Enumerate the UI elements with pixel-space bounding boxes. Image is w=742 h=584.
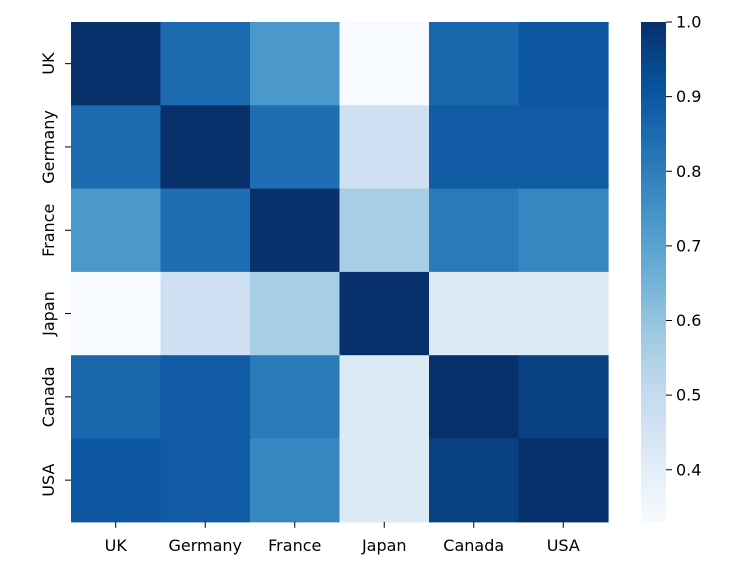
- y-tick-label: UK: [39, 52, 58, 75]
- heatmap-cell: [339, 271, 430, 356]
- heatmap-cell: [250, 188, 341, 273]
- x-tick-label: USA: [547, 536, 580, 555]
- heatmap-cell: [339, 355, 430, 440]
- heatmap-cell: [160, 438, 251, 523]
- heatmap-cell: [160, 271, 251, 356]
- heatmap-cell: [71, 188, 162, 273]
- heatmap-cell: [429, 355, 520, 440]
- heatmap-cell: [518, 188, 609, 273]
- heatmap-cell: [429, 22, 520, 106]
- colorbar-tick-label: 0.7: [676, 236, 701, 255]
- heatmap-cell: [339, 105, 430, 190]
- x-tick-label: France: [268, 536, 321, 555]
- x-tick-label: Germany: [168, 536, 242, 555]
- colorbar: [641, 22, 666, 522]
- y-axis: UK Germany France Japan Canada USA: [39, 52, 71, 497]
- heatmap-cell: [518, 355, 609, 440]
- colorbar-axis: 0.4 0.5 0.6 0.7 0.8 0.9 1.0: [666, 13, 701, 479]
- heatmap-cell: [339, 188, 430, 273]
- heatmap-cell: [250, 438, 341, 523]
- heatmap-cell: [250, 22, 341, 106]
- heatmap-cell: [518, 105, 609, 190]
- heatmap-cell: [429, 438, 520, 523]
- y-tick-label: Germany: [39, 110, 58, 184]
- heatmap-cell: [250, 271, 341, 356]
- heatmap-cell: [71, 438, 162, 523]
- colorbar-tick-label: 0.9: [676, 87, 701, 106]
- colorbar-tick-label: 0.6: [676, 311, 701, 330]
- heatmap-cell: [250, 355, 341, 440]
- heatmap-cell: [71, 355, 162, 440]
- heatmap-cell: [339, 438, 430, 523]
- x-tick-label: Canada: [443, 536, 504, 555]
- y-tick-label: USA: [39, 464, 58, 497]
- heatmap-cell: [71, 105, 162, 190]
- y-tick-label: Japan: [39, 291, 58, 337]
- colorbar-tick-label: 0.4: [676, 460, 701, 479]
- heatmap-cell: [160, 355, 251, 440]
- colorbar-tick-label: 0.5: [676, 386, 701, 405]
- x-tick-label: Japan: [361, 536, 407, 555]
- heatmap-cell: [339, 22, 430, 106]
- heatmap-cell: [71, 22, 162, 106]
- y-tick-label: Canada: [39, 366, 58, 427]
- y-tick-label: France: [39, 204, 58, 257]
- heatmap-cells: [71, 22, 609, 523]
- heatmap-cell: [160, 105, 251, 190]
- x-axis: UK Germany France Japan Canada USA: [105, 521, 580, 555]
- heatmap-cell: [518, 438, 609, 523]
- x-tick-label: UK: [105, 536, 128, 555]
- heatmap-cell: [71, 271, 162, 356]
- heatmap-cell: [518, 271, 609, 356]
- heatmap-cell: [250, 105, 341, 190]
- heatmap-cell: [429, 105, 520, 190]
- heatmap-cell: [429, 271, 520, 356]
- colorbar-tick-label: 1.0: [676, 13, 701, 32]
- heatmap-cell: [160, 22, 251, 106]
- colorbar-tick-label: 0.8: [676, 162, 701, 181]
- heatmap-cell: [518, 22, 609, 106]
- heatmap-cell: [429, 188, 520, 273]
- heatmap-cell: [160, 188, 251, 273]
